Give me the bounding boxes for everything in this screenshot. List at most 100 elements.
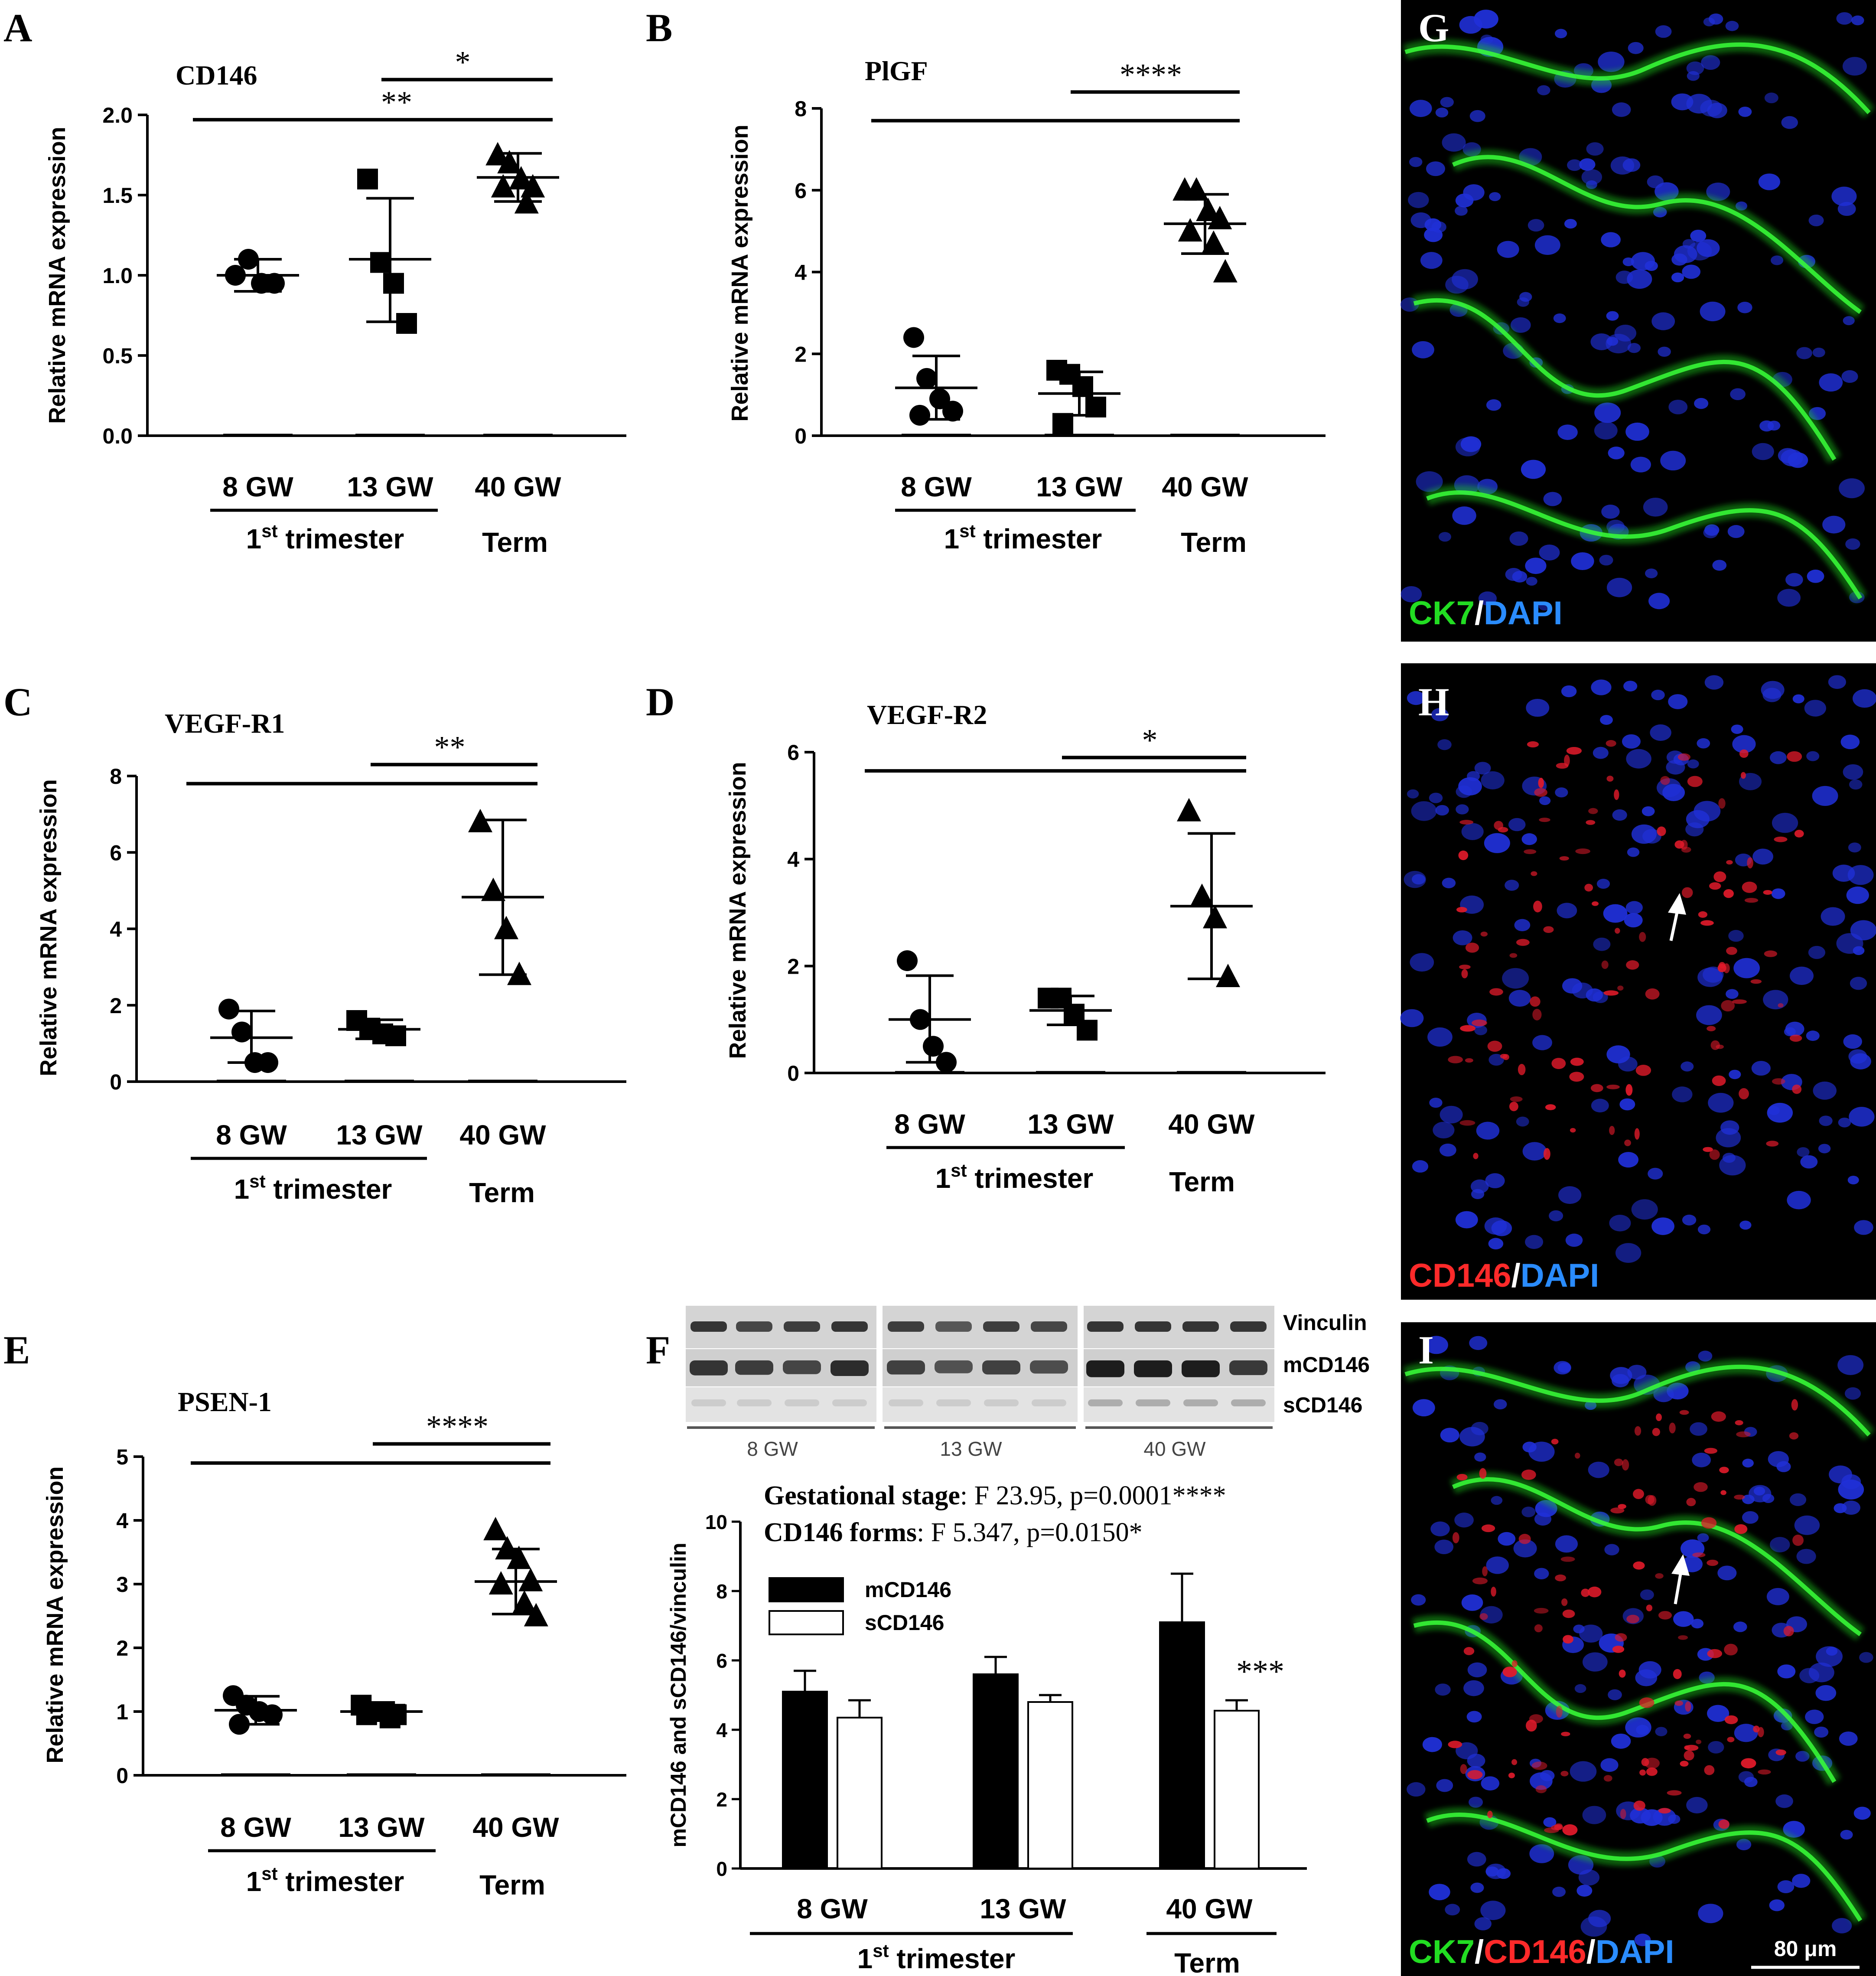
nucleus: [1538, 601, 1550, 611]
cd146-signal: [1625, 1084, 1633, 1096]
blot-band-vinculin: [1031, 1321, 1067, 1332]
panel-letter-i: I: [1418, 1328, 1434, 1372]
nucleus: [1812, 347, 1825, 358]
micrograph-art-i: [1403, 1336, 1875, 1947]
nucleus: [1593, 937, 1611, 951]
chart-title-d: VEGF-R2: [867, 699, 987, 730]
data-point: [383, 273, 404, 294]
nucleus: [1836, 12, 1853, 25]
data-point: [357, 169, 378, 189]
nucleus: [1777, 589, 1801, 607]
nucleus: [1771, 888, 1785, 899]
nucleus: [1540, 1770, 1555, 1781]
nucleus: [1645, 568, 1658, 578]
cd146-signal: [1657, 826, 1666, 836]
nucleus: [1497, 241, 1519, 258]
nucleus: [1555, 29, 1567, 39]
nucleus: [1832, 1918, 1852, 1934]
nucleus: [1733, 958, 1760, 978]
blot-band-vinculin: [690, 1321, 727, 1332]
cd146-signal: [1721, 1000, 1735, 1012]
cd146-signal: [1574, 1452, 1580, 1459]
group-c-2: [338, 1010, 420, 1082]
nucleus: [1821, 907, 1845, 926]
cd146-signal: [1694, 1482, 1708, 1492]
nucleus: [1555, 1535, 1578, 1553]
cd146-signal: [1601, 960, 1609, 969]
cd146-signal: [1448, 1056, 1463, 1063]
cd146-signal: [1554, 1823, 1563, 1829]
cd146-signal: [1563, 1635, 1573, 1644]
cd146-signal: [1545, 1104, 1556, 1110]
cd146-signal: [1792, 1084, 1802, 1094]
blot-band-scd146: [1032, 1399, 1066, 1406]
blot-band-mcd146: [1030, 1360, 1068, 1374]
data-point: [396, 313, 417, 334]
nucleus: [1539, 545, 1560, 561]
nucleus: [1655, 25, 1672, 38]
cd146-signal: [1734, 1494, 1745, 1500]
nucleus: [1474, 1025, 1488, 1035]
nucleus: [1410, 953, 1434, 972]
trimester-label-e: 1st trimester: [246, 1863, 404, 1897]
nucleus: [1752, 848, 1773, 865]
bar-term-label: Term: [1174, 1947, 1240, 1976]
term-label-c: Term: [469, 1177, 535, 1208]
stain-legend-part: /: [1475, 1934, 1484, 1970]
cd146-signal: [1575, 848, 1590, 854]
nucleus: [1777, 1664, 1796, 1679]
nucleus: [1849, 779, 1863, 790]
x-category-label-c: 40 GW: [459, 1119, 546, 1151]
cd146-signal: [1764, 950, 1778, 957]
cd146-signal: [1543, 926, 1554, 933]
nucleus: [1478, 591, 1497, 606]
nucleus: [1434, 1539, 1454, 1554]
cd146-signal: [1789, 1432, 1799, 1440]
y-tick-label-c: 8: [110, 764, 122, 789]
cd146-signal: [1704, 1765, 1715, 1775]
nucleus: [1846, 886, 1869, 904]
cd146-signal: [1724, 1643, 1738, 1656]
stain-legend-part: CD146: [1409, 1257, 1511, 1294]
blot-band-scd146: [737, 1399, 772, 1406]
nucleus: [1549, 1210, 1563, 1222]
stain-legend-part: DAPI: [1484, 595, 1563, 632]
data-point: [1196, 197, 1221, 221]
nucleus: [1625, 422, 1649, 441]
cd146-signal: [1633, 1489, 1644, 1499]
scatter-panel-d: VEGF-R2 0 2 4 6 Relative mRNA expression * 8 GW…: [725, 699, 1326, 1197]
cd146-signal: [1679, 1410, 1689, 1415]
cd146-signal: [1646, 1767, 1658, 1776]
data-point: [370, 252, 391, 273]
nucleus: [1435, 1683, 1451, 1696]
data-point: [262, 1704, 283, 1725]
stain-legend-part: CK7: [1409, 1934, 1475, 1970]
group-a-2: [349, 169, 431, 436]
blot-label-scd146: sCD146: [1283, 1393, 1362, 1417]
nucleus: [1537, 85, 1550, 95]
cd146-signal: [1680, 840, 1688, 850]
blot-band-scd146: [785, 1399, 819, 1406]
nucleus: [1813, 1081, 1837, 1100]
cd146-signal: [1555, 1574, 1566, 1581]
cd146-signal: [1588, 1586, 1602, 1598]
nucleus: [1612, 102, 1631, 117]
nucleus: [1848, 1049, 1867, 1064]
cd146-signal: [1658, 1611, 1672, 1620]
y-axis-label-a: Relative mRNA expression: [44, 127, 70, 424]
nucleus: [1761, 681, 1785, 699]
nucleus: [1471, 1189, 1485, 1200]
x-category-label-d: 40 GW: [1168, 1109, 1255, 1140]
chart-title-a: CD146: [176, 60, 257, 91]
nucleus: [1608, 447, 1625, 460]
stain-legend-part: /: [1475, 595, 1484, 632]
nucleus: [1634, 1934, 1651, 1947]
blot-band-mcd146: [735, 1360, 773, 1375]
cd146-signal: [1460, 1025, 1476, 1032]
blot-band-vinculin: [888, 1321, 924, 1332]
nucleus: [1452, 506, 1476, 525]
nucleus: [1553, 313, 1566, 323]
stain-legend-part: /: [1511, 1257, 1521, 1294]
group-b-1: [895, 327, 977, 436]
nucleus: [1437, 739, 1452, 750]
